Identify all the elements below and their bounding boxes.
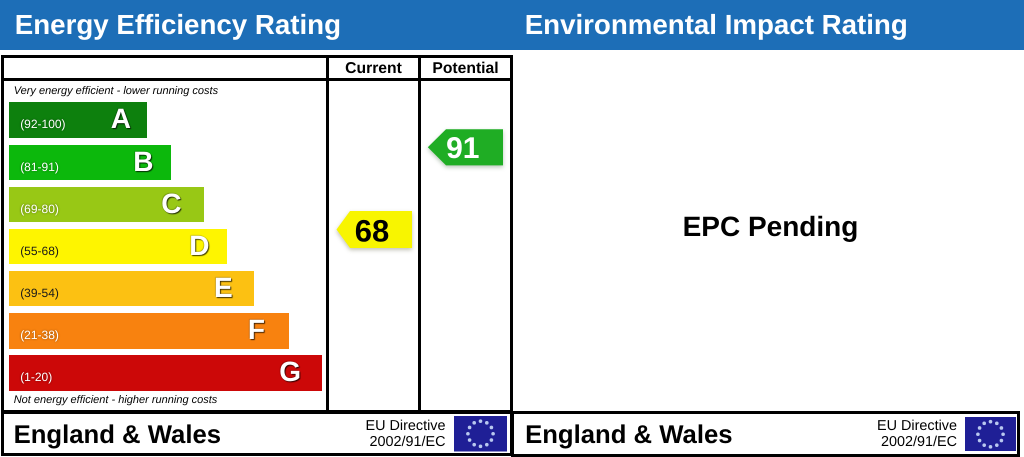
- svg-text:68: 68: [355, 214, 389, 249]
- svg-text:91: 91: [446, 132, 479, 165]
